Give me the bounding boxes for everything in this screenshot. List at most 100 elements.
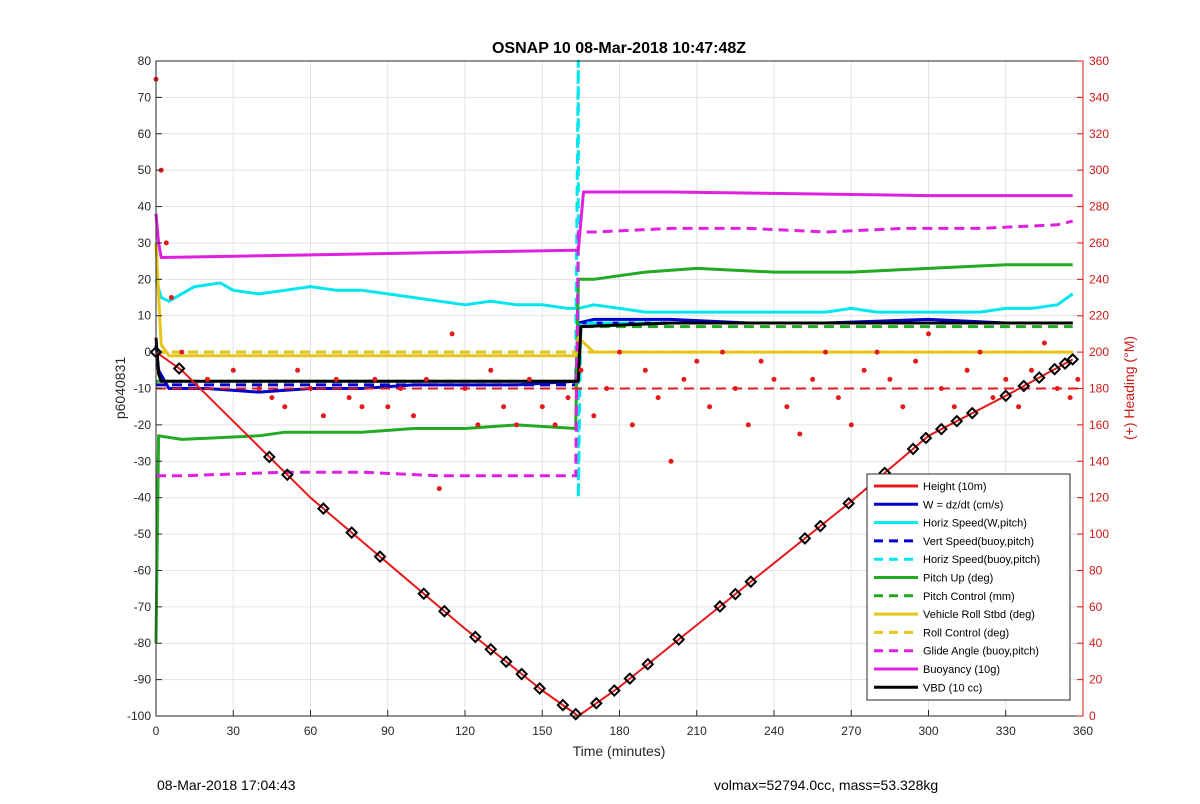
heading-point: [655, 395, 661, 401]
heading-point: [758, 358, 764, 364]
y-tick-label: 80: [138, 54, 152, 68]
right-tick-label: 120: [1089, 491, 1109, 505]
series-line-10: [156, 219, 1074, 478]
y-tick-label: -50: [134, 527, 152, 541]
height-marker: [623, 672, 637, 686]
series-line-12: [154, 321, 1073, 383]
x-tick-label: 30: [227, 724, 241, 738]
right-tick-label: 280: [1089, 200, 1109, 214]
height-marker: [589, 696, 603, 710]
right-tick-label: 100: [1089, 527, 1109, 541]
height-marker: [728, 587, 742, 601]
heading-point: [514, 422, 519, 428]
heading-point: [1003, 376, 1009, 382]
footer-volmax-mass: volmax=52794.0cc, mass=53.328kg: [714, 777, 938, 793]
y-tick-label: -10: [134, 382, 152, 396]
heading-point: [308, 386, 313, 391]
heading-point: [475, 422, 481, 428]
x-tick-label: 360: [1073, 724, 1093, 738]
x-tick-label: 180: [609, 724, 629, 738]
height-marker: [569, 707, 583, 721]
right-tick-label: 80: [1089, 563, 1103, 577]
right-tick-label: 240: [1089, 272, 1109, 286]
heading-point: [745, 422, 751, 428]
heading-point: [488, 367, 494, 373]
heading-point: [1075, 376, 1081, 382]
heading-point: [887, 376, 893, 382]
heading-point: [913, 358, 919, 364]
marker-layer: [149, 345, 1080, 721]
heading-point: [810, 376, 816, 382]
heading-point: [926, 331, 931, 337]
legend-entry-label: Horiz Speed(W,pitch): [923, 518, 1027, 530]
x-tick-label: 0: [153, 724, 160, 738]
legend-entry-label: Vehicle Roll Stbd (deg): [923, 609, 1035, 621]
y-tick-label: -90: [134, 673, 152, 687]
height-marker: [373, 550, 387, 564]
heading-point: [411, 413, 416, 419]
legend-entry-label: VBD (10 cc): [923, 682, 982, 694]
heading-point: [1041, 340, 1047, 346]
right-tick-label: 60: [1089, 600, 1103, 614]
heading-point: [771, 376, 777, 382]
y-tick-label: -60: [134, 563, 152, 577]
heading-point: [681, 376, 687, 382]
height-marker: [744, 575, 758, 589]
chart-title: OSNAP 10 08-Mar-2018 10:47:48Z: [492, 40, 746, 57]
heading-point: [295, 367, 301, 373]
footer-timestamp: 08-Mar-2018 17:04:43: [157, 777, 296, 793]
y-tick-label: 50: [138, 163, 152, 177]
legend-entry-label: Roll Control (deg): [923, 627, 1009, 639]
heading-point: [951, 404, 957, 410]
heading-point: [1054, 386, 1060, 391]
height-marker: [533, 682, 547, 695]
right-tick-label: 140: [1089, 454, 1109, 468]
legend-entry-label: Pitch Control (mm): [923, 591, 1015, 603]
y-axis-label: p6040831: [112, 357, 128, 420]
x-tick-label: 240: [764, 724, 784, 738]
heading-point: [823, 349, 828, 355]
height-marker: [417, 587, 431, 601]
y-axis-ticks: 80 70 60 50 40 30 20 10 0 -10 -20 -30 -40 -50 -60 -70 -8…: [127, 54, 162, 723]
height-marker: [798, 532, 812, 545]
height-marker: [345, 526, 359, 540]
y-tick-label: 20: [138, 272, 152, 286]
legend-entry-label: Vert Speed(buoy,pitch): [923, 536, 1034, 548]
heading-point: [938, 386, 944, 391]
heading-point: [1029, 367, 1034, 373]
heading-point: [526, 376, 532, 382]
heading-point: [797, 431, 803, 437]
legend: Height (10m) W = dz/dt (cm/s) Horiz Speed(…: [866, 473, 1071, 701]
heading-point: [372, 376, 378, 382]
heading-point: [359, 404, 365, 410]
x-tick-label: 210: [687, 724, 707, 738]
height-marker: [280, 468, 294, 482]
heading-point: [269, 395, 275, 401]
heading-point: [1016, 404, 1022, 410]
legend-entry-label: Buoyancy (10g): [923, 664, 1000, 676]
right-tick-label: 340: [1089, 90, 1109, 104]
heading-point: [604, 386, 610, 391]
height-marker: [919, 431, 933, 445]
x-tick-label: 60: [304, 724, 318, 738]
heading-point: [449, 331, 455, 337]
legend-box: [866, 473, 1071, 701]
height-marker: [556, 698, 570, 712]
height-marker: [468, 630, 482, 644]
series-layer: [154, 59, 1074, 717]
heading-point: [848, 422, 854, 428]
height-marker: [437, 604, 451, 618]
height-marker: [950, 414, 964, 428]
height-marker: [1048, 362, 1062, 376]
x-tick-label: 300: [918, 724, 938, 738]
y-tick-label: -80: [134, 636, 152, 650]
right-tick-label: 200: [1089, 345, 1109, 359]
heading-point: [552, 422, 558, 428]
height-marker: [906, 442, 920, 456]
x-axis-label: Time (minutes): [573, 743, 666, 759]
legend-entry-label: Glide Angle (buoy,pitch): [923, 646, 1039, 658]
heading-layer: [153, 76, 1083, 492]
heading-point: [565, 395, 571, 401]
heading-point: [462, 386, 468, 391]
